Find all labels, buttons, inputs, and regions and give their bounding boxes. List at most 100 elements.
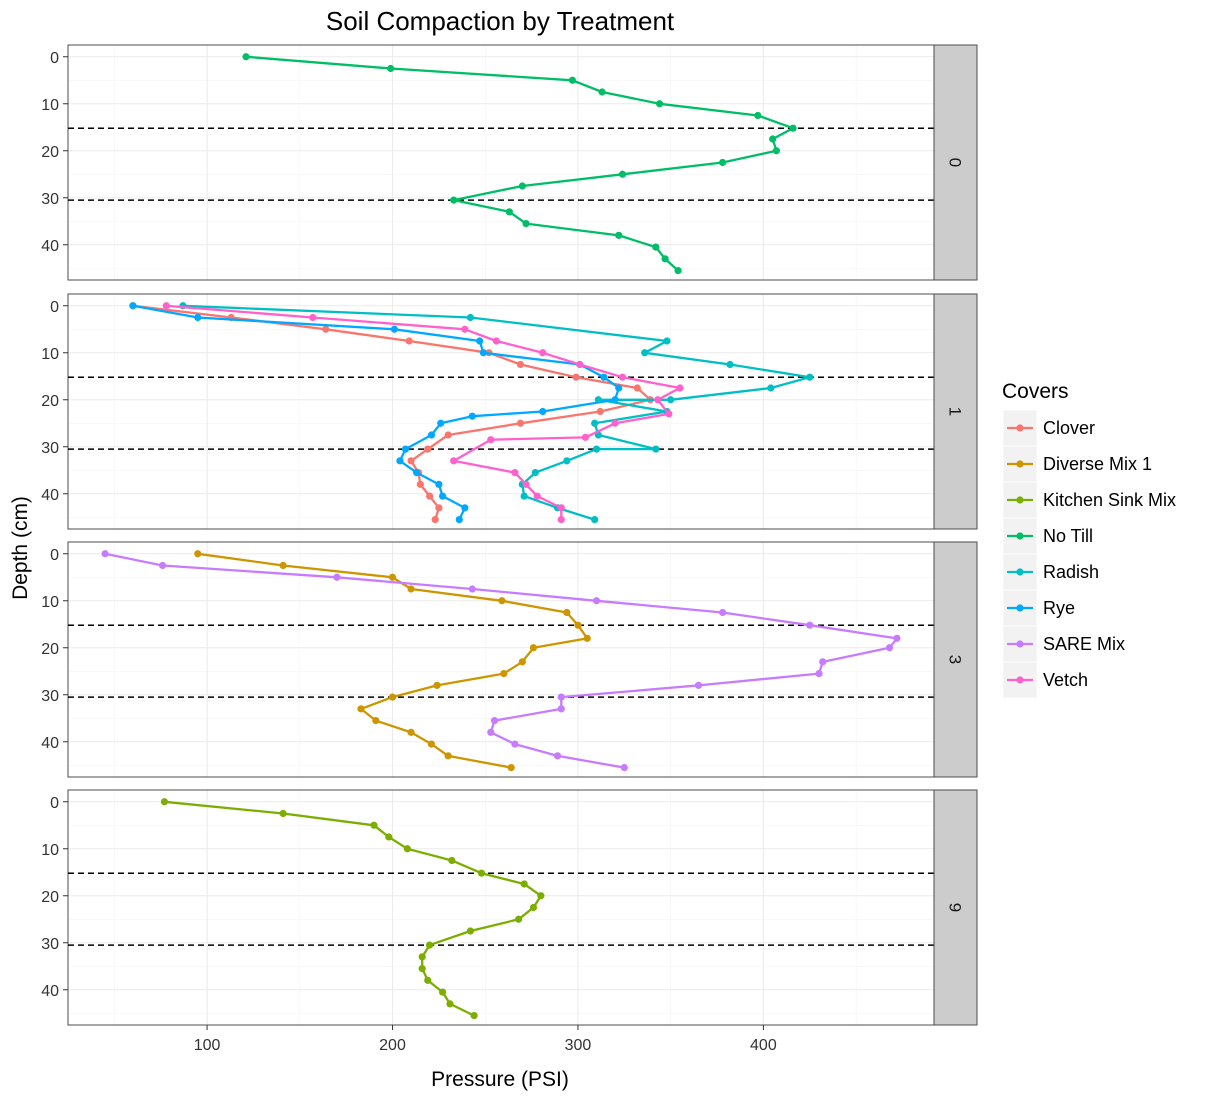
legend-key-point bbox=[1016, 424, 1024, 432]
data-point bbox=[583, 634, 591, 642]
data-point bbox=[468, 585, 476, 593]
data-point bbox=[591, 516, 599, 524]
data-point bbox=[470, 1012, 478, 1020]
data-point bbox=[652, 243, 660, 251]
data-point bbox=[620, 764, 628, 772]
data-point bbox=[424, 976, 432, 984]
data-point bbox=[444, 431, 452, 439]
data-point bbox=[769, 135, 777, 143]
data-point bbox=[129, 302, 137, 310]
data-point bbox=[531, 469, 539, 477]
legend-key-point bbox=[1016, 532, 1024, 540]
data-point bbox=[427, 431, 436, 439]
data-point bbox=[694, 681, 703, 689]
y-tick-label: 0 bbox=[50, 795, 59, 812]
legend-label: SARE Mix bbox=[1043, 634, 1125, 654]
y-tick-label: 10 bbox=[41, 97, 59, 114]
data-point bbox=[596, 407, 604, 416]
data-point bbox=[333, 573, 341, 581]
data-point bbox=[600, 373, 608, 381]
data-point bbox=[581, 433, 589, 441]
facet-strip-label: 3 bbox=[946, 655, 965, 664]
legend-item-no-till: No Till bbox=[1002, 517, 1093, 555]
y-tick-label: 0 bbox=[50, 547, 59, 564]
data-point bbox=[618, 373, 627, 381]
facet-strip-label: 0 bbox=[946, 158, 965, 167]
data-point bbox=[487, 728, 495, 736]
data-point bbox=[665, 410, 673, 418]
data-point bbox=[403, 845, 411, 853]
data-point bbox=[322, 325, 330, 333]
data-point bbox=[518, 658, 526, 666]
data-point bbox=[162, 302, 170, 310]
data-point bbox=[557, 693, 565, 701]
series-rye bbox=[129, 302, 623, 524]
data-point bbox=[424, 445, 432, 453]
series-kitchen-sink-mix bbox=[160, 798, 545, 1020]
data-point bbox=[455, 516, 463, 524]
data-point bbox=[655, 100, 664, 108]
data-point bbox=[520, 880, 528, 888]
data-point bbox=[539, 407, 547, 416]
data-point bbox=[387, 64, 395, 73]
data-point bbox=[388, 573, 397, 581]
data-point bbox=[438, 988, 447, 996]
data-point bbox=[466, 927, 475, 935]
data-point bbox=[572, 373, 580, 381]
data-point bbox=[522, 220, 530, 228]
series-diverse-mix-1 bbox=[194, 550, 591, 772]
data-point bbox=[372, 717, 380, 725]
data-point bbox=[641, 349, 649, 357]
panel-background bbox=[67, 44, 935, 281]
legend-key-point bbox=[1016, 568, 1024, 576]
facet-panel-3: 0 10 20 30 40 3 bbox=[41, 541, 978, 778]
data-point bbox=[618, 170, 627, 178]
legend-item-rye: Rye bbox=[1002, 589, 1075, 627]
data-point bbox=[767, 384, 775, 392]
y-tick-label: 0 bbox=[50, 299, 59, 316]
data-point bbox=[468, 412, 476, 420]
data-point bbox=[557, 504, 565, 512]
data-point bbox=[533, 492, 541, 500]
y-tick-label: 20 bbox=[41, 889, 59, 906]
facet-panel-1: 0 10 20 30 40 1 bbox=[41, 293, 978, 530]
data-point bbox=[633, 384, 641, 392]
y-tick-label: 40 bbox=[41, 238, 59, 255]
facet-strip-label: 1 bbox=[946, 407, 965, 416]
data-point bbox=[557, 516, 565, 524]
data-point bbox=[563, 608, 571, 617]
data-point bbox=[576, 360, 584, 369]
data-point bbox=[505, 208, 513, 216]
y-tick-label: 30 bbox=[41, 688, 59, 705]
data-point bbox=[426, 941, 434, 949]
data-point bbox=[477, 869, 486, 877]
legend-item-vetch: Vetch bbox=[1002, 661, 1088, 699]
legend-key-point bbox=[1016, 460, 1024, 468]
data-point bbox=[309, 313, 317, 322]
data-point bbox=[522, 480, 530, 488]
data-point bbox=[446, 1000, 454, 1008]
legend-label: Kitchen Sink Mix bbox=[1043, 490, 1176, 510]
data-point bbox=[498, 597, 506, 605]
data-point bbox=[413, 469, 421, 477]
data-point bbox=[539, 349, 547, 357]
panel-background bbox=[67, 293, 935, 530]
data-point bbox=[461, 504, 469, 512]
data-point bbox=[754, 111, 762, 120]
data-point bbox=[490, 717, 499, 725]
series-vetch bbox=[162, 302, 684, 524]
x-tick-label: 100 bbox=[194, 1037, 221, 1054]
data-point bbox=[418, 953, 426, 961]
data-point bbox=[516, 360, 525, 369]
panel-background bbox=[67, 789, 935, 1026]
data-point bbox=[279, 809, 287, 818]
y-tick-label: 10 bbox=[41, 842, 59, 859]
data-point bbox=[511, 740, 519, 748]
data-point bbox=[772, 147, 780, 155]
data-point bbox=[450, 457, 458, 465]
series-no-till bbox=[242, 53, 797, 275]
data-point bbox=[396, 457, 404, 465]
legend-label: Vetch bbox=[1043, 670, 1088, 690]
legend-item-kitchen-sink-mix: Kitchen Sink Mix bbox=[1002, 481, 1176, 519]
